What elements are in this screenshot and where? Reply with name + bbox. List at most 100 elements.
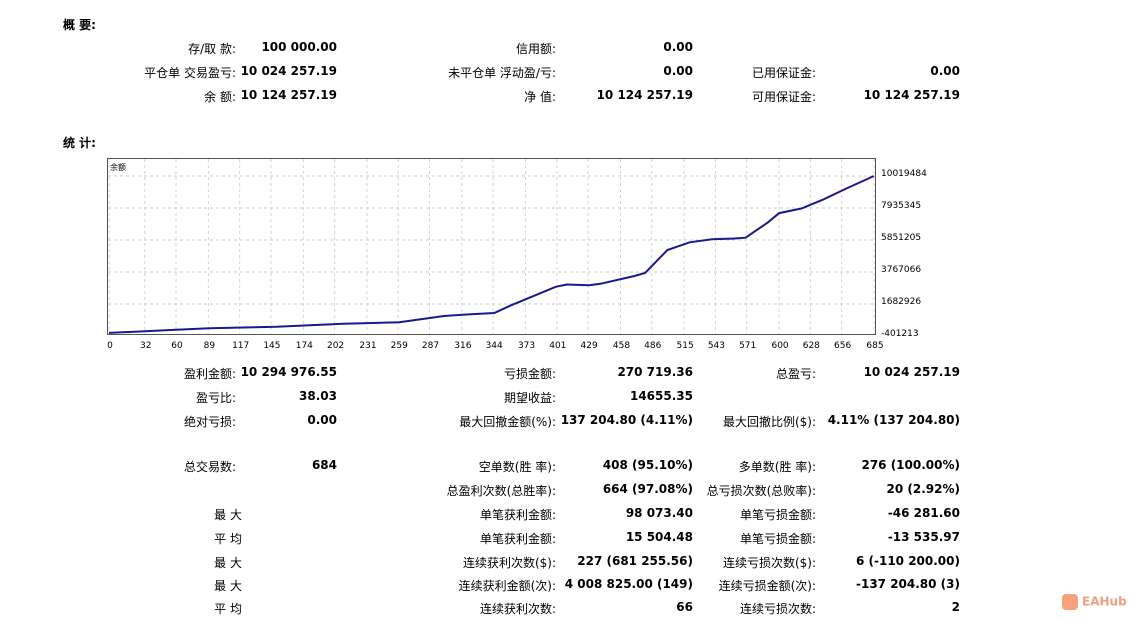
stats-label: 总盈亏:: [775, 367, 816, 381]
stats-label: 空单数(胜 率):: [478, 460, 556, 474]
summary-label: 余 额:: [204, 90, 236, 104]
stats-label: 多单数(胜 率):: [738, 460, 816, 474]
x-tick-label: 486: [644, 341, 662, 351]
x-tick-label: 259: [390, 341, 408, 351]
stats-value: 408 (95.10%): [602, 458, 693, 472]
stats-value: 137 204.80 (4.11%): [560, 413, 693, 427]
summary-label: 可用保证金:: [751, 90, 816, 104]
stats-value: -46 281.60: [887, 506, 960, 520]
x-tick-label: 202: [326, 341, 345, 351]
x-tick-label: 600: [771, 341, 789, 351]
stats-label: 连续亏损金额(次):: [718, 579, 816, 593]
stats-label: 最 大: [214, 508, 242, 522]
summary-value: 0.00: [663, 40, 693, 54]
watermark-text: EAHub: [1082, 594, 1127, 609]
stats-label: 平 均: [214, 602, 242, 616]
stats-label: 单笔亏损金额:: [739, 532, 816, 546]
chart-title: 余额: [110, 163, 126, 172]
x-tick-label: 60: [171, 341, 183, 351]
stats-value: 270 719.36: [617, 365, 693, 379]
summary-label: 平仓单 交易盈亏:: [144, 66, 236, 80]
eahub-logo-icon: [1062, 594, 1078, 610]
stats-value: 276 (100.00%): [861, 458, 960, 472]
stats-value: 6 (-110 200.00): [855, 554, 960, 568]
x-tick-label: 231: [359, 341, 377, 351]
x-tick-label: 543: [707, 341, 725, 351]
y-tick-label: 1682926: [881, 297, 922, 307]
x-tick-label: 515: [676, 341, 694, 351]
x-tick-label: 373: [517, 341, 536, 351]
stats-label: 总亏损次数(总败率):: [706, 484, 816, 498]
stats-value: 684: [311, 458, 337, 472]
stats-value: 4.11% (137 204.80): [827, 413, 960, 427]
stats-label: 单笔亏损金额:: [739, 508, 816, 522]
x-tick-label: 0: [107, 341, 113, 351]
stats-value: 10 294 976.55: [240, 365, 337, 379]
stats-label: 最 大: [214, 579, 242, 593]
stats-label: 亏损金额:: [503, 367, 556, 381]
stats-value: 66: [676, 600, 693, 614]
summary-value: 10 124 257.19: [596, 88, 693, 102]
stats-label: 总交易数:: [183, 460, 236, 474]
summary-value: 10 124 257.19: [863, 88, 960, 102]
stats-value: 20 (2.92%): [886, 482, 960, 496]
x-tick-label: 685: [866, 341, 884, 351]
y-tick-label: 3767066: [881, 265, 922, 275]
summary-label: 未平仓单 浮动盈/亏:: [448, 66, 556, 80]
stats-value: 15 504.48: [625, 530, 693, 544]
stats-value: 2: [951, 600, 960, 614]
stats-value: 664 (97.08%): [602, 482, 693, 496]
stats-label: 绝对亏损:: [183, 415, 236, 429]
stats-label: 最大回撤比例($):: [722, 415, 816, 429]
x-tick-label: 117: [232, 341, 250, 351]
stats-value: 227 (681 255.56): [577, 554, 693, 568]
balance-line: [108, 175, 875, 334]
stats-value: 38.03: [299, 389, 337, 403]
stats-label: 连续获利次数($):: [462, 556, 556, 570]
stats-value: 0.00: [307, 413, 337, 427]
x-tick-label: 32: [140, 341, 152, 351]
summary-label: 存/取 款:: [188, 42, 236, 56]
x-tick-label: 656: [834, 341, 852, 351]
stats-label: 总盈利次数(总胜率):: [446, 484, 556, 498]
stats-label: 平 均: [214, 532, 242, 546]
stats-value: 14655.35: [629, 389, 693, 403]
stats-value: 10 024 257.19: [863, 365, 960, 379]
summary-label: 净 值:: [524, 90, 556, 104]
x-tick-label: 344: [485, 341, 503, 351]
x-tick-label: 401: [549, 341, 567, 351]
stats-label: 连续亏损次数($):: [722, 556, 816, 570]
summary-label: 信用额:: [515, 42, 556, 56]
stats-label: 最 大: [214, 556, 242, 570]
summary-value: 0.00: [663, 64, 693, 78]
stats-label: 连续亏损次数:: [739, 602, 816, 616]
summary-value: 10 024 257.19: [240, 64, 337, 78]
x-tick-label: 429: [580, 341, 598, 351]
stats-value: 98 073.40: [625, 506, 693, 520]
stats-value: -137 204.80 (3): [855, 577, 960, 591]
summary-value: 100 000.00: [261, 40, 337, 54]
y-tick-label: 10019484: [881, 169, 927, 179]
stats-label: 单笔获利金额:: [479, 508, 556, 522]
stats-label: 连续获利金额(次):: [458, 579, 556, 593]
x-tick-label: 316: [454, 341, 472, 351]
y-tick-label: -401213: [881, 329, 919, 339]
x-tick-label: 89: [203, 341, 216, 351]
stats-label: 最大回撤金额(%):: [459, 415, 556, 429]
watermark-badge: EAHub: [1062, 594, 1127, 610]
y-tick-label: 5851205: [881, 233, 922, 243]
summary-header: 概 要:: [63, 18, 96, 32]
stats-label: 盈利金额:: [183, 367, 236, 381]
x-tick-label: 145: [263, 341, 281, 351]
stats-label: 期望收益:: [503, 391, 556, 405]
balance-chart: 余额: [107, 158, 876, 335]
stats-value: 4 008 825.00 (149): [564, 577, 693, 591]
x-tick-label: 628: [802, 341, 820, 351]
summary-value: 10 124 257.19: [240, 88, 337, 102]
x-tick-label: 287: [421, 341, 440, 351]
summary-label: 已用保证金:: [751, 66, 816, 80]
y-tick-label: 7935345: [881, 201, 922, 211]
x-tick-label: 458: [612, 341, 631, 351]
chart-plot: [108, 159, 875, 334]
summary-value: 0.00: [930, 64, 960, 78]
